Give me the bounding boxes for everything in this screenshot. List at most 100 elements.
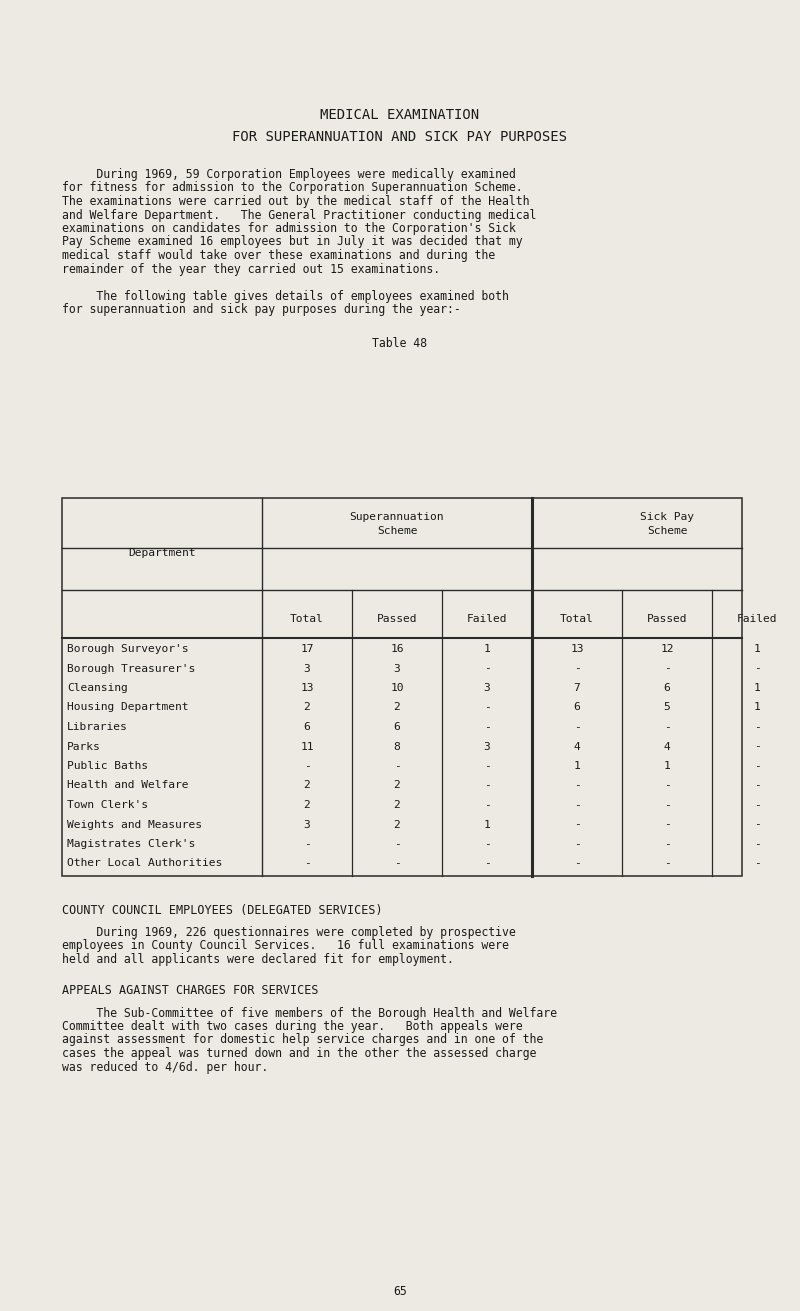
Text: -: - <box>574 839 580 850</box>
Text: The following table gives details of employees examined both: The following table gives details of emp… <box>62 290 509 303</box>
Text: 3: 3 <box>304 663 310 674</box>
Text: Sick Pay: Sick Pay <box>640 513 694 522</box>
Text: 13: 13 <box>300 683 314 694</box>
Text: -: - <box>664 859 670 868</box>
Text: -: - <box>484 780 490 791</box>
Text: -: - <box>484 703 490 712</box>
Text: Total: Total <box>560 614 594 624</box>
Text: examinations on candidates for admission to the Corporation's Sick: examinations on candidates for admission… <box>62 222 516 235</box>
Text: -: - <box>664 780 670 791</box>
Text: 12: 12 <box>660 644 674 654</box>
Text: 11: 11 <box>300 742 314 751</box>
Text: Failed: Failed <box>466 614 507 624</box>
Text: 65: 65 <box>393 1285 407 1298</box>
Text: -: - <box>484 722 490 732</box>
Text: 16: 16 <box>390 644 404 654</box>
Text: The Sub-Committee of five members of the Borough Health and Welfare: The Sub-Committee of five members of the… <box>62 1007 557 1020</box>
Text: 4: 4 <box>574 742 580 751</box>
Text: employees in County Council Services.   16 full examinations were: employees in County Council Services. 16… <box>62 940 509 953</box>
Text: 1: 1 <box>484 644 490 654</box>
Text: -: - <box>754 839 760 850</box>
Text: -: - <box>574 859 580 868</box>
Text: 6: 6 <box>574 703 580 712</box>
Text: -: - <box>574 722 580 732</box>
Text: 2: 2 <box>394 819 400 830</box>
Text: 1: 1 <box>754 703 760 712</box>
Text: Borough Surveyor's: Borough Surveyor's <box>67 644 189 654</box>
Text: 13: 13 <box>570 644 584 654</box>
Text: Scheme: Scheme <box>377 526 418 536</box>
Text: -: - <box>304 839 310 850</box>
Text: 6: 6 <box>304 722 310 732</box>
Text: for superannuation and sick pay purposes during the year:-: for superannuation and sick pay purposes… <box>62 304 461 316</box>
Text: 2: 2 <box>304 780 310 791</box>
Text: 3: 3 <box>304 819 310 830</box>
Text: 2: 2 <box>304 800 310 810</box>
Text: was reduced to 4/6d. per hour.: was reduced to 4/6d. per hour. <box>62 1061 268 1074</box>
Text: -: - <box>754 760 760 771</box>
Text: -: - <box>754 859 760 868</box>
Text: -: - <box>394 760 400 771</box>
Text: 4: 4 <box>664 742 670 751</box>
Text: -: - <box>754 800 760 810</box>
Text: 6: 6 <box>664 683 670 694</box>
Text: Public Baths: Public Baths <box>67 760 148 771</box>
Text: FOR SUPERANNUATION AND SICK PAY PURPOSES: FOR SUPERANNUATION AND SICK PAY PURPOSES <box>233 130 567 144</box>
Text: Town Clerk's: Town Clerk's <box>67 800 148 810</box>
Text: Magistrates Clerk's: Magistrates Clerk's <box>67 839 195 850</box>
Text: 1: 1 <box>484 819 490 830</box>
Text: 1: 1 <box>754 644 760 654</box>
Text: 8: 8 <box>394 742 400 751</box>
Text: remainder of the year they carried out 15 examinations.: remainder of the year they carried out 1… <box>62 262 440 275</box>
Text: 6: 6 <box>394 722 400 732</box>
Text: 7: 7 <box>574 683 580 694</box>
Text: During 1969, 226 questionnaires were completed by prospective: During 1969, 226 questionnaires were com… <box>62 926 516 939</box>
Text: -: - <box>484 663 490 674</box>
Text: During 1969, 59 Corporation Employees were medically examined: During 1969, 59 Corporation Employees we… <box>62 168 516 181</box>
Text: -: - <box>484 859 490 868</box>
Text: 1: 1 <box>754 683 760 694</box>
Text: -: - <box>754 663 760 674</box>
Text: cases the appeal was turned down and in the other the assessed charge: cases the appeal was turned down and in … <box>62 1047 536 1061</box>
Text: held and all applicants were declared fit for employment.: held and all applicants were declared fi… <box>62 953 454 966</box>
Text: -: - <box>754 819 760 830</box>
Text: -: - <box>574 663 580 674</box>
Text: Cleansing: Cleansing <box>67 683 128 694</box>
Text: Table 48: Table 48 <box>373 337 427 350</box>
Text: Total: Total <box>290 614 324 624</box>
Text: 2: 2 <box>394 780 400 791</box>
Text: -: - <box>664 839 670 850</box>
Text: -: - <box>484 800 490 810</box>
Text: Borough Treasurer's: Borough Treasurer's <box>67 663 195 674</box>
Text: -: - <box>754 780 760 791</box>
Text: -: - <box>574 819 580 830</box>
Text: Weights and Measures: Weights and Measures <box>67 819 202 830</box>
Text: COUNTY COUNCIL EMPLOYEES (DELEGATED SERVICES): COUNTY COUNCIL EMPLOYEES (DELEGATED SERV… <box>62 905 382 916</box>
Text: 2: 2 <box>394 703 400 712</box>
Text: Passed: Passed <box>377 614 418 624</box>
Text: 2: 2 <box>304 703 310 712</box>
Text: Scheme: Scheme <box>646 526 687 536</box>
Text: Committee dealt with two cases during the year.   Both appeals were: Committee dealt with two cases during th… <box>62 1020 522 1033</box>
Text: 3: 3 <box>394 663 400 674</box>
Text: Pay Scheme examined 16 employees but in July it was decided that my: Pay Scheme examined 16 employees but in … <box>62 236 522 249</box>
Text: 17: 17 <box>300 644 314 654</box>
Text: Parks: Parks <box>67 742 101 751</box>
Text: -: - <box>664 800 670 810</box>
Text: -: - <box>394 839 400 850</box>
Text: 1: 1 <box>664 760 670 771</box>
Text: Department: Department <box>128 548 196 558</box>
Text: -: - <box>394 859 400 868</box>
Text: MEDICAL EXAMINATION: MEDICAL EXAMINATION <box>321 108 479 122</box>
Bar <box>62 498 742 876</box>
Text: 2: 2 <box>394 800 400 810</box>
Text: 3: 3 <box>484 742 490 751</box>
Text: Passed: Passed <box>646 614 687 624</box>
Text: -: - <box>754 722 760 732</box>
Text: -: - <box>484 839 490 850</box>
Text: -: - <box>754 742 760 751</box>
Text: Housing Department: Housing Department <box>67 703 189 712</box>
Text: -: - <box>484 760 490 771</box>
Text: -: - <box>664 819 670 830</box>
Text: 5: 5 <box>664 703 670 712</box>
